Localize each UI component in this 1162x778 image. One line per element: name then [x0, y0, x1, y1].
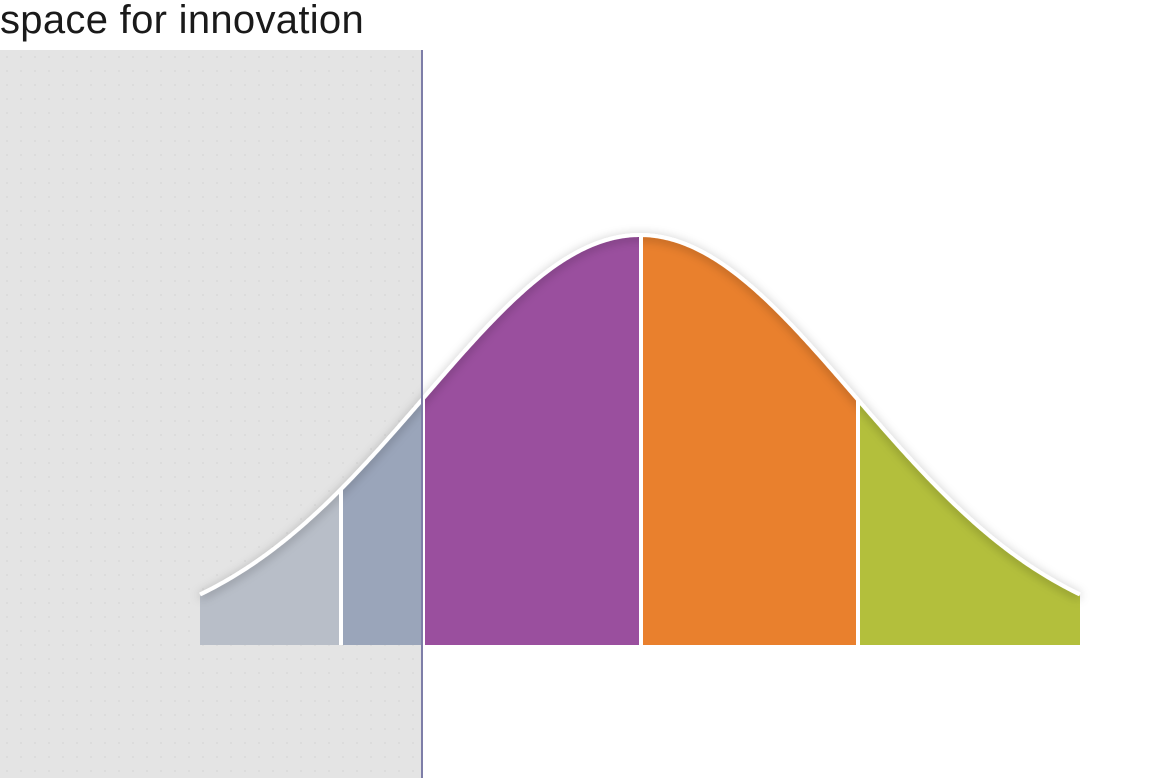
segment-1 [200, 489, 341, 645]
curve-segments [200, 235, 1080, 645]
segment-5 [858, 399, 1080, 645]
vertical-divider-line [421, 50, 423, 778]
segment-4 [641, 235, 858, 645]
segment-2 [341, 398, 423, 645]
page-title: space for innovation [0, 0, 365, 42]
segment-3 [423, 235, 641, 645]
segment-separators [339, 235, 860, 645]
left-shaded-region [0, 50, 423, 778]
